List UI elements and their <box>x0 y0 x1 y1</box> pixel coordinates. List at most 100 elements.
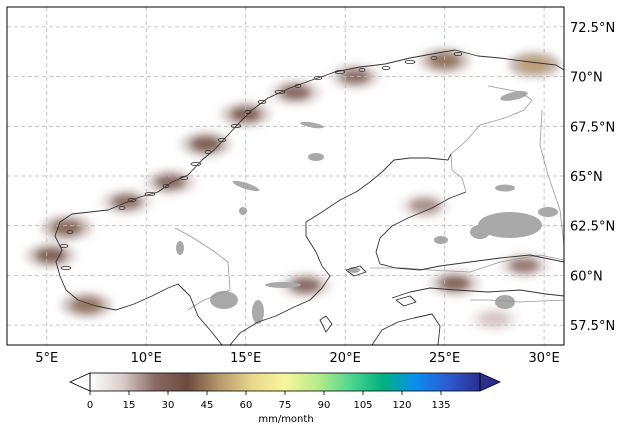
coastal-island <box>118 206 126 210</box>
lake-peipus <box>495 295 515 309</box>
colorbar-tick-label: 75 <box>279 400 292 411</box>
lake-mjosa <box>176 241 184 255</box>
border-norway-sweden <box>174 227 231 311</box>
coastal-island <box>190 162 202 166</box>
gridlines <box>7 7 564 345</box>
coast-sweden-east <box>229 153 452 345</box>
coast-norway-north <box>59 49 564 223</box>
map-frame <box>6 6 565 346</box>
coastal-island <box>162 184 170 188</box>
precip-maximum <box>438 275 471 292</box>
coast-norway-south <box>54 221 223 345</box>
precip-maximum <box>339 68 372 85</box>
coastal-island <box>274 90 286 94</box>
border-finland-russia <box>539 109 564 246</box>
precip-maximum <box>518 56 551 73</box>
coastal-island <box>334 70 346 74</box>
precip-maximum <box>34 247 67 264</box>
border-finland-norway <box>450 85 533 155</box>
lon-tick-label: 20°E <box>330 351 361 366</box>
coastal-island <box>127 198 137 202</box>
island-aland <box>345 265 367 277</box>
colorbar-tick-label: 135 <box>431 400 450 411</box>
lat-tick-label: 70°N <box>570 71 603 86</box>
coast-estonia <box>391 287 564 299</box>
lake-storsjon <box>239 207 247 215</box>
lat-tick-label: 67.5°N <box>570 120 615 135</box>
precip-maximum <box>154 173 187 190</box>
colorbar-extend-max <box>479 372 501 392</box>
colorbar-tick-label: 105 <box>353 400 372 411</box>
lon-tick-label: 10°E <box>131 351 162 366</box>
lake-nasijarvi <box>434 236 448 244</box>
coastal-island <box>66 230 74 234</box>
coastal-island <box>217 138 227 142</box>
coastal-island <box>358 68 366 72</box>
lake-storavan <box>232 180 260 192</box>
colorbar-extend-min <box>69 372 91 392</box>
lon-tick-label: 5°E <box>35 351 58 366</box>
border-estonia-latvia <box>470 299 564 303</box>
coastal-island <box>453 52 463 56</box>
latitude-axis: 72.5°N 70°N 67.5°N 65°N 62.5°N 60°N 57.5°N <box>570 21 615 334</box>
island-gotland <box>319 315 333 333</box>
coastal-island <box>381 66 391 70</box>
coastal-islands <box>59 52 463 270</box>
colorbar-tick-label: 0 <box>87 400 93 411</box>
precip-maximum <box>70 297 103 314</box>
lat-tick-label: 62.5°N <box>570 220 615 235</box>
lake-hornavan <box>308 153 324 161</box>
border-sweden-finland <box>450 153 467 193</box>
lon-tick-label: 25°E <box>429 351 460 366</box>
coastal-island <box>144 192 156 196</box>
lake-pielinen <box>538 207 558 217</box>
coastal-island <box>257 100 267 104</box>
lake-saimaa <box>478 212 542 238</box>
border-baltic <box>370 254 564 273</box>
precip-maximum <box>408 197 441 214</box>
lat-tick-label: 65°N <box>570 170 603 185</box>
precip-maximum <box>279 84 312 101</box>
longitude-axis: 5°E 10°E 15°E 20°E 25°E 30°E <box>35 351 559 366</box>
lon-tick-label: 15°E <box>230 351 261 366</box>
lake-oulujarvi <box>495 184 515 192</box>
lakes <box>176 91 558 324</box>
colorbar-tick-label: 45 <box>201 400 214 411</box>
lake-malaren <box>265 282 301 288</box>
coastal-island <box>294 84 302 88</box>
coastal-island <box>404 60 416 64</box>
map-panel <box>7 7 564 345</box>
colorbar-body <box>90 373 480 391</box>
precipitation-field <box>24 47 561 333</box>
lake-paijanne <box>470 225 490 239</box>
colorbar-tick-label: 60 <box>240 400 253 411</box>
coastal-island <box>244 110 252 114</box>
island-saaremaa <box>395 295 417 307</box>
coast-finland <box>375 191 564 271</box>
precip-maximum <box>508 257 541 274</box>
lat-tick-label: 72.5°N <box>570 21 615 36</box>
coastal-island <box>179 176 189 180</box>
lake-vattern <box>252 300 264 324</box>
colorbar: 0 15 30 45 60 75 90 105 120 135 mm/month <box>69 372 501 425</box>
coast-latvia <box>371 313 441 345</box>
lake-inari <box>500 91 528 101</box>
coastlines <box>54 49 564 345</box>
lat-tick-label: 57.5°N <box>570 319 615 334</box>
coastal-island <box>230 124 242 128</box>
lon-tick-label: 30°E <box>528 351 559 366</box>
precip-maximum <box>478 311 511 328</box>
colorbar-tick-label: 30 <box>162 400 175 411</box>
coastal-island <box>313 76 323 80</box>
colorbar-ticks: 0 15 30 45 60 75 90 105 120 135 <box>87 391 451 411</box>
coastal-island <box>204 150 212 154</box>
lake-vanern <box>210 291 238 309</box>
precip-maximum <box>50 219 83 236</box>
lat-tick-label: 60°N <box>570 269 603 284</box>
precip-maximum <box>189 136 222 153</box>
coastal-island <box>59 244 69 248</box>
colorbar-tick-label: 15 <box>123 400 136 411</box>
coastal-island <box>430 56 438 60</box>
lake-torne <box>300 121 324 129</box>
